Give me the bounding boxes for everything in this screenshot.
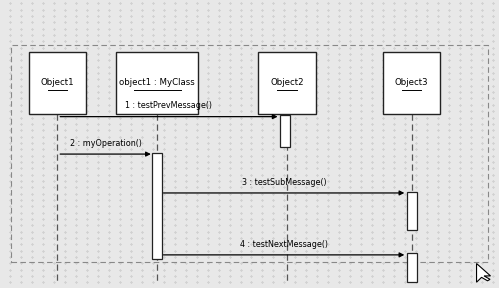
Text: Object3: Object3 xyxy=(395,78,429,87)
Bar xyxy=(116,52,198,114)
Bar xyxy=(29,52,86,114)
Bar xyxy=(11,45,488,262)
Text: Object1: Object1 xyxy=(40,78,74,87)
Bar xyxy=(152,153,162,259)
Text: 3 : testSubMessage(): 3 : testSubMessage() xyxy=(242,178,326,187)
Text: 1 : testPrevMessage(): 1 : testPrevMessage() xyxy=(125,101,213,110)
Text: 4 : testNextMessage(): 4 : testNextMessage() xyxy=(240,240,328,249)
Bar xyxy=(383,52,440,114)
Bar xyxy=(280,115,290,147)
Text: object1 : MyClass: object1 : MyClass xyxy=(119,78,195,87)
Bar xyxy=(407,192,417,230)
Text: Object2: Object2 xyxy=(270,78,304,87)
Polygon shape xyxy=(477,264,491,282)
Bar xyxy=(407,253,417,282)
Text: 2 : myOperation(): 2 : myOperation() xyxy=(69,139,142,148)
Bar xyxy=(258,52,315,114)
